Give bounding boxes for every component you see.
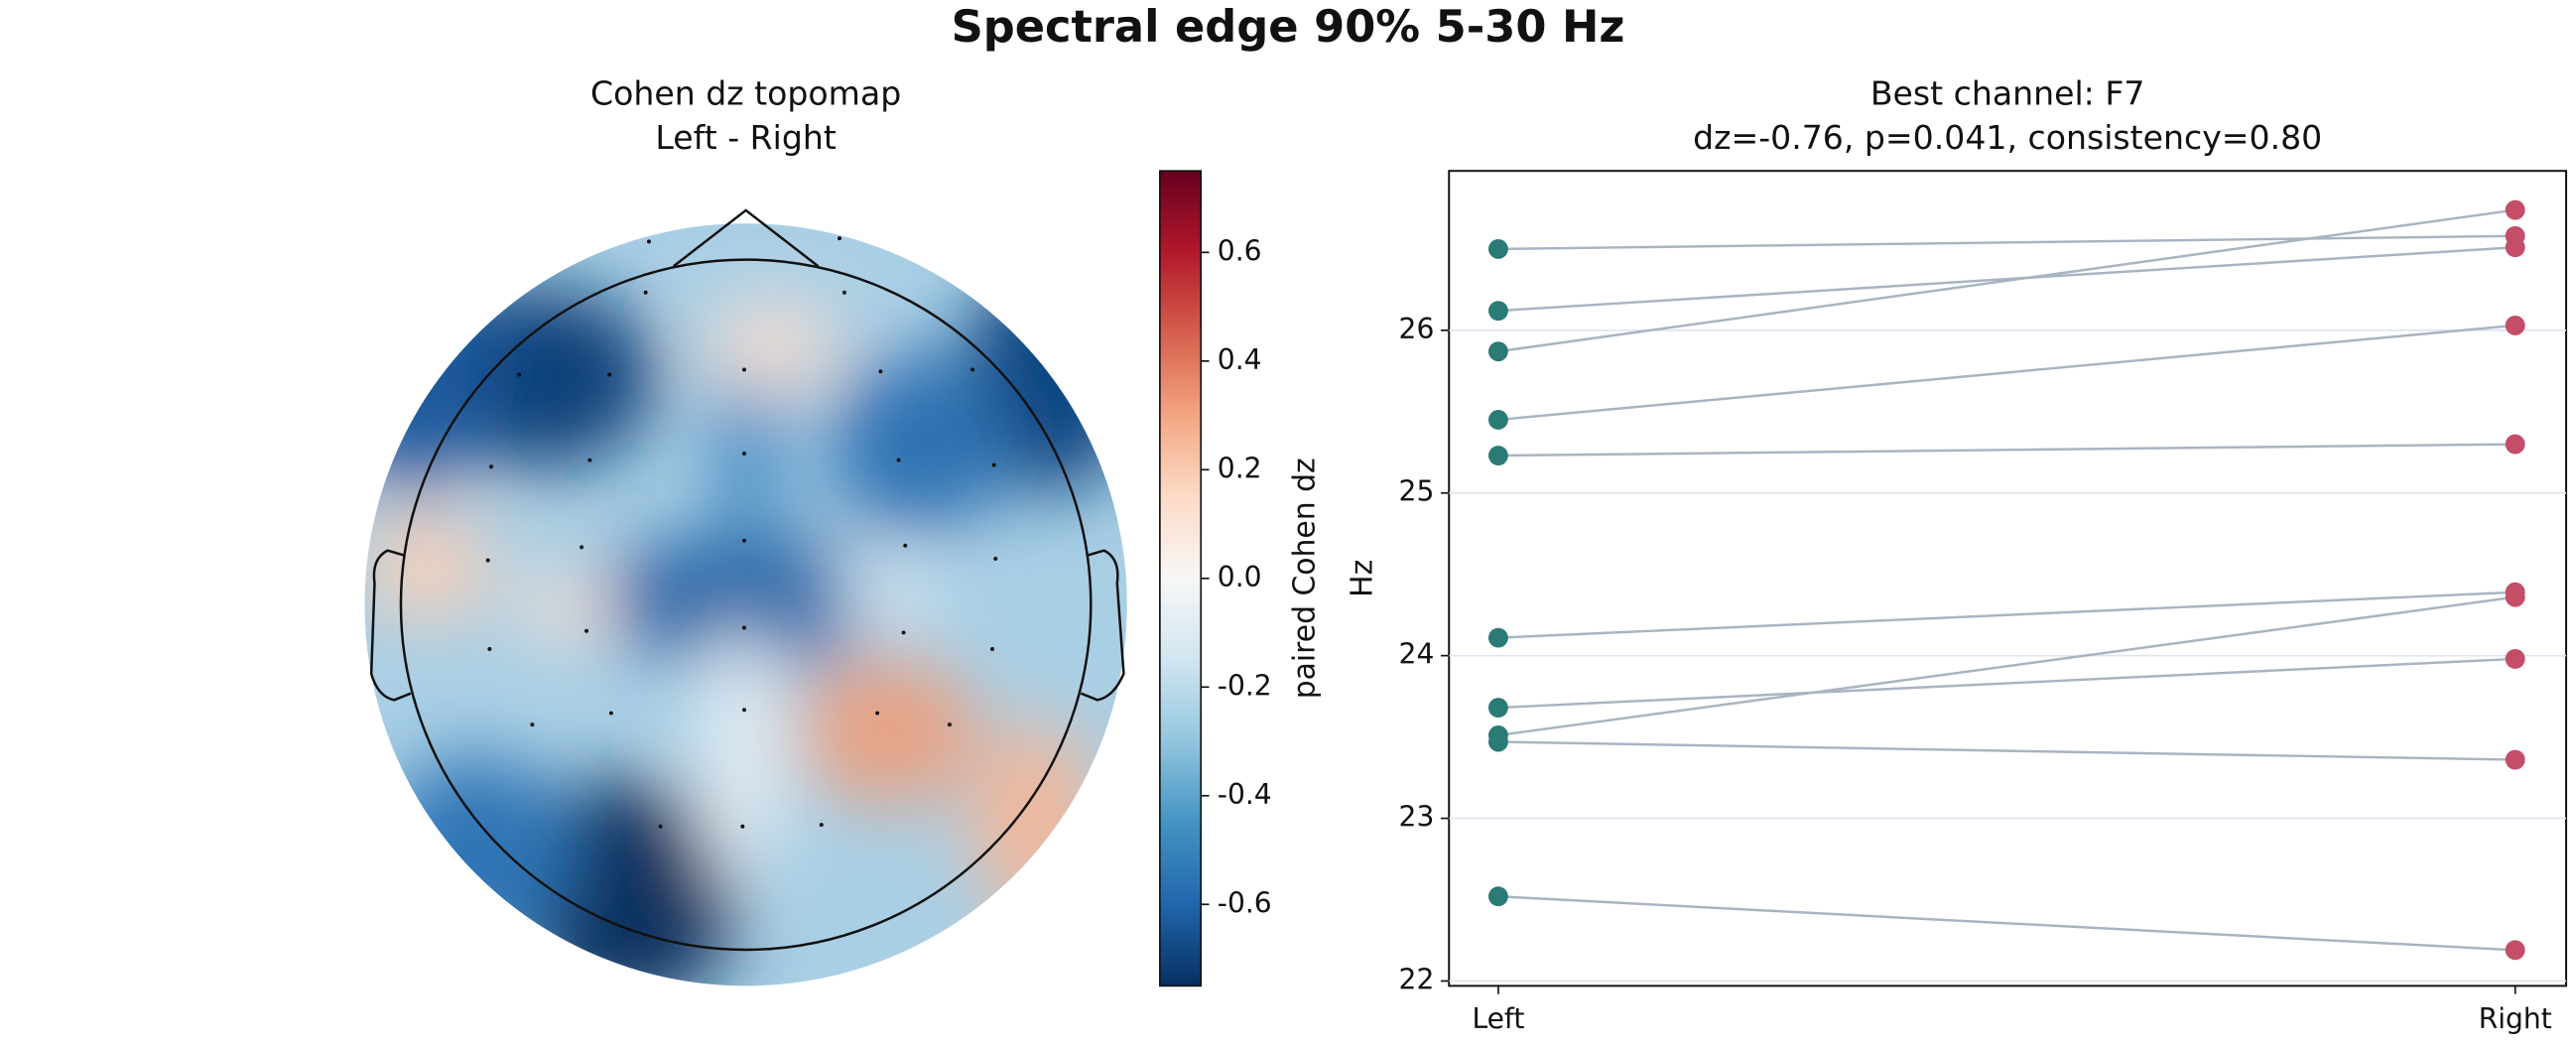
- point: [2505, 940, 2525, 961]
- point: [2505, 749, 2525, 770]
- sensors: [485, 236, 998, 829]
- colorbar-tick-label: 0.4: [1218, 343, 1262, 376]
- y-tick-label: 25: [1399, 475, 1435, 508]
- point: [2505, 237, 2525, 258]
- topomap-field: [364, 223, 1127, 986]
- head-outline: [369, 208, 1125, 952]
- colorbar-tick-label: 0.0: [1218, 561, 1262, 593]
- pair-line: [1497, 246, 2515, 313]
- pair-line: [1497, 657, 2515, 710]
- pair-line: [1497, 324, 2515, 422]
- colorbar-tick-label: -0.4: [1218, 778, 1272, 811]
- topomap-title: Cohen dz topomap: [590, 74, 901, 113]
- pair-line: [1497, 208, 2515, 353]
- point: [2505, 649, 2525, 669]
- point: [1487, 446, 1508, 465]
- point: [1487, 698, 1508, 719]
- topomap-subtitle: Left - Right: [655, 118, 836, 157]
- point: [1487, 731, 1508, 752]
- colorbar-tick-label: -0.2: [1218, 669, 1272, 702]
- x-tick-label: Right: [2479, 1002, 2552, 1035]
- pair-line: [1497, 740, 2515, 761]
- point: [1487, 238, 1508, 259]
- y-tick-label: 24: [1399, 638, 1435, 671]
- point: [1487, 886, 1508, 907]
- pair-line: [1497, 595, 2515, 737]
- point: [1487, 627, 1508, 648]
- point: [2505, 434, 2525, 455]
- pair-line: [1497, 234, 2515, 251]
- colorbar-tick-label: 0.2: [1218, 452, 1262, 484]
- pair-line: [1497, 590, 2515, 639]
- colorbar: [1159, 170, 1203, 987]
- figure-title: Spectral edge 90% 5-30 Hz: [952, 1, 1625, 53]
- y-tick-label: 26: [1399, 313, 1435, 345]
- point: [1487, 301, 1508, 322]
- plot-title: Best channel: F7: [1870, 74, 2145, 113]
- y-tick-label: 22: [1399, 963, 1435, 995]
- point: [1487, 410, 1508, 430]
- y-tick-label: 23: [1399, 801, 1435, 834]
- point: [2505, 315, 2525, 335]
- plot-subtitle: dz=-0.76, p=0.041, consistency=0.80: [1693, 118, 2322, 157]
- point: [2505, 587, 2525, 607]
- point: [1487, 341, 1508, 362]
- pair-line: [1497, 895, 2515, 952]
- colorbar-label: paired Cohen dz: [1288, 458, 1323, 699]
- point: [2505, 199, 2525, 220]
- colorbar-tick-label: 0.6: [1218, 234, 1262, 267]
- pair-line: [1497, 443, 2515, 458]
- colorbar-tick-label: -0.6: [1218, 886, 1272, 919]
- y-axis-label: Hz: [1346, 560, 1380, 597]
- x-tick-label: Left: [1472, 1002, 1524, 1035]
- plot-frame: [1448, 170, 2568, 987]
